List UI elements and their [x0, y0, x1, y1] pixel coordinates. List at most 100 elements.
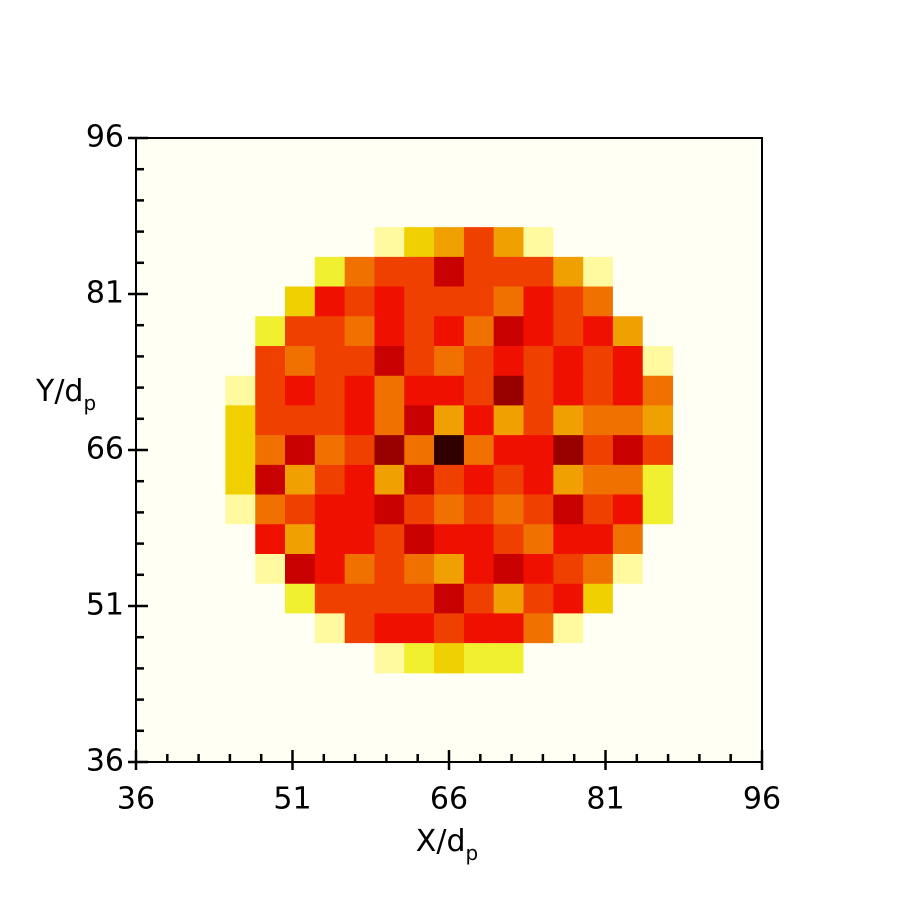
heatmap-cell: [553, 256, 584, 288]
heatmap-cell: [642, 464, 674, 496]
heatmap-cell: [255, 583, 286, 614]
heatmap-cell: [612, 256, 644, 288]
heatmap-cell: [225, 524, 256, 555]
heatmap-cell: [225, 554, 256, 585]
heatmap-cell: [583, 227, 614, 258]
heatmap-cell: [314, 613, 346, 644]
heatmap-cell: [553, 464, 584, 496]
heatmap-cell: [404, 375, 435, 406]
heatmap-cell: [523, 554, 554, 585]
heatmap-cell: [434, 613, 465, 644]
heatmap-cell: [314, 316, 346, 347]
heatmap-cell: [374, 405, 405, 436]
heatmap-cell: [553, 405, 584, 436]
heatmap-cell: [344, 286, 376, 317]
heatmap-cell: [344, 375, 376, 406]
heatmap-cell: [374, 227, 405, 258]
heatmap-cell: [255, 256, 286, 288]
heatmap-cell: [463, 643, 495, 674]
heatmap-cell: [434, 494, 465, 525]
x-tick-label: 96: [743, 782, 781, 817]
heatmap-cell: [225, 613, 256, 644]
heatmap-cell: [523, 643, 554, 674]
heatmap-cell: [374, 524, 405, 555]
heatmap-cell: [463, 464, 495, 496]
heatmap-cell: [284, 346, 316, 377]
heatmap-cell: [225, 227, 256, 258]
heatmap-cell: [374, 643, 405, 674]
heatmap-cell: [612, 464, 644, 496]
heatmap-cell: [314, 494, 346, 525]
heatmap-cell: [225, 286, 256, 317]
heatmap-cell: [583, 613, 614, 644]
heatmap-cell: [493, 524, 524, 555]
heatmap-cell: [493, 613, 524, 644]
heatmap-cell: [612, 375, 644, 406]
heatmap-cell: [404, 435, 435, 466]
heatmap-cell: [463, 227, 495, 258]
heatmap-cell: [553, 316, 584, 347]
heatmap-cell: [344, 554, 376, 585]
heatmap-cell: [255, 227, 286, 258]
heatmap-cell: [255, 316, 286, 347]
heatmap-cell: [284, 375, 316, 406]
heatmap-cell: [374, 613, 405, 644]
heatmap-cell: [493, 316, 524, 347]
heatmap-cell: [284, 435, 316, 466]
heatmap-cell: [284, 583, 316, 614]
heatmap-cell: [463, 346, 495, 377]
heatmap-cell: [553, 554, 584, 585]
heatmap-cell: [284, 286, 316, 317]
heatmap-cell: [255, 405, 286, 436]
heatmap-cell: [523, 613, 554, 644]
heatmap-cell: [463, 554, 495, 585]
heatmap-cell: [612, 405, 644, 436]
heatmap-cell: [583, 435, 614, 466]
heatmap-cell: [493, 256, 524, 288]
heatmap-cell: [642, 613, 674, 644]
heatmap-cell: [493, 286, 524, 317]
heatmap-cell: [314, 583, 346, 614]
heatmap-cell: [404, 643, 435, 674]
heatmap-cell: [284, 405, 316, 436]
heatmap-cell: [314, 554, 346, 585]
heatmap-cell: [434, 643, 465, 674]
heatmap-cell: [553, 524, 584, 555]
heatmap-cell: [284, 613, 316, 644]
heatmap-cell: [314, 524, 346, 555]
heatmap-cell: [374, 375, 405, 406]
heatmap-cell: [612, 554, 644, 585]
heatmap-cell: [225, 256, 256, 288]
heatmap-cell: [314, 405, 346, 436]
heatmap-cell: [344, 405, 376, 436]
heatmap-cell: [255, 494, 286, 525]
heatmap-cell: [225, 405, 256, 436]
heatmap-cell: [434, 375, 465, 406]
heatmap-cell: [642, 494, 674, 525]
heatmap-cell: [523, 435, 554, 466]
heatmap-cell: [583, 643, 614, 674]
heatmap-cell: [523, 375, 554, 406]
heatmap-cell: [493, 346, 524, 377]
heatmap-cell: [434, 405, 465, 436]
heatmap-cell: [523, 227, 554, 258]
heatmap-cell: [255, 524, 286, 555]
heatmap-cell: [612, 524, 644, 555]
heatmap-cell: [642, 554, 674, 585]
heatmap-cell: [434, 435, 465, 466]
x-tick-label: 81: [586, 782, 624, 817]
heatmap-cell: [284, 227, 316, 258]
heatmap-cell: [642, 524, 674, 555]
heatmap-cell: [553, 494, 584, 525]
heatmap-cell: [404, 405, 435, 436]
heatmap-cell: [374, 286, 405, 317]
heatmap-cell: [553, 286, 584, 317]
heatmap-cell: [314, 286, 346, 317]
heatmap-cell: [612, 494, 644, 525]
heatmap-cell: [255, 554, 286, 585]
heatmap-cell: [583, 375, 614, 406]
heatmap-cell: [374, 464, 405, 496]
heatmap-cell: [612, 643, 644, 674]
heatmap-cell: [553, 613, 584, 644]
heatmap-cell: [225, 346, 256, 377]
